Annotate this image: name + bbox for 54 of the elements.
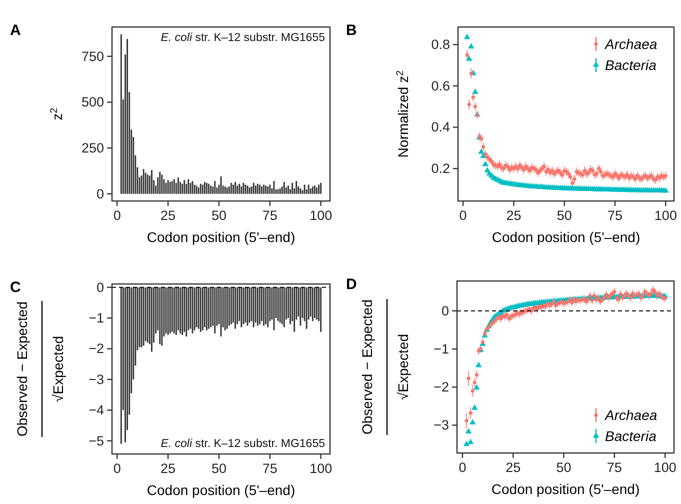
x-tick-label: 50 xyxy=(556,208,572,223)
chart-title: D xyxy=(346,276,357,293)
y-tick-label: 0.2 xyxy=(431,161,450,176)
x-tick-label: 100 xyxy=(310,208,332,223)
y-tick-label: −5 xyxy=(88,433,104,448)
x-tick-label: 0 xyxy=(459,208,467,223)
y-tick-label: −3 xyxy=(434,418,449,433)
y-tick-label: 0 xyxy=(441,303,449,318)
x-tick-label: 25 xyxy=(506,208,522,223)
y-tick-label: 0.8 xyxy=(431,37,450,52)
y-tick-label: 0 xyxy=(96,186,104,202)
y-tick-label: −2 xyxy=(434,380,449,395)
x-tick-label: 0 xyxy=(113,461,121,476)
x-axis-title: Codon position (5'–end) xyxy=(491,481,640,497)
y-tick-label: 0 xyxy=(96,280,104,295)
x-tick-label: 100 xyxy=(654,460,676,475)
text: Observed − Expected √Expected xyxy=(359,299,411,435)
annotation: E. coli str. K–12 substr. MG1655 xyxy=(160,438,325,450)
legend-label: Archaea xyxy=(604,36,658,52)
x-tick-label: 75 xyxy=(262,208,278,223)
y-tick-label: 0.4 xyxy=(431,120,450,135)
x-tick-label: 75 xyxy=(606,460,622,475)
annotation: E. coli str. K–12 substr. MG1655 xyxy=(160,32,325,44)
x-tick-label: 75 xyxy=(262,461,278,476)
y-tick-label: −4 xyxy=(88,402,104,418)
y-tick-label: −2 xyxy=(88,341,104,356)
chart-title: A xyxy=(10,22,21,39)
y-tick-label: 0.6 xyxy=(431,78,450,94)
x-tick-label: 0 xyxy=(458,460,466,475)
x-tick-label: 50 xyxy=(211,461,226,476)
x-tick-label: 50 xyxy=(556,460,572,475)
x-tick-label: 100 xyxy=(310,461,332,476)
x-axis-title: Codon position (5'–end) xyxy=(146,229,296,245)
legend-label: Archaea xyxy=(604,407,658,423)
x-tick-label: 50 xyxy=(211,208,226,223)
x-tick-label: 100 xyxy=(654,208,677,223)
x-tick-label: 25 xyxy=(506,460,521,475)
x-axis-title: Codon position (5'–end) xyxy=(146,482,296,498)
text: Observed − Expected √Expected xyxy=(14,301,66,437)
y-tick-label: −3 xyxy=(88,372,104,387)
legend-label: Bacteria xyxy=(605,57,657,73)
y-tick-label: 750 xyxy=(81,48,104,64)
chart-title: B xyxy=(346,22,357,39)
x-tick-label: 0 xyxy=(113,208,121,223)
y-tick-label: 500 xyxy=(81,94,104,110)
y-tick-label: 250 xyxy=(81,140,104,156)
x-tick-label: 25 xyxy=(160,461,176,476)
x-tick-label: 25 xyxy=(160,208,176,223)
x-axis-title: Codon position (5'–end) xyxy=(492,229,640,245)
y-tick-label: −1 xyxy=(88,310,104,326)
chart-title: C xyxy=(10,279,21,296)
x-tick-label: 75 xyxy=(608,208,623,223)
y-tick-label: −1 xyxy=(434,342,449,356)
legend-label: Bacteria xyxy=(605,428,657,444)
